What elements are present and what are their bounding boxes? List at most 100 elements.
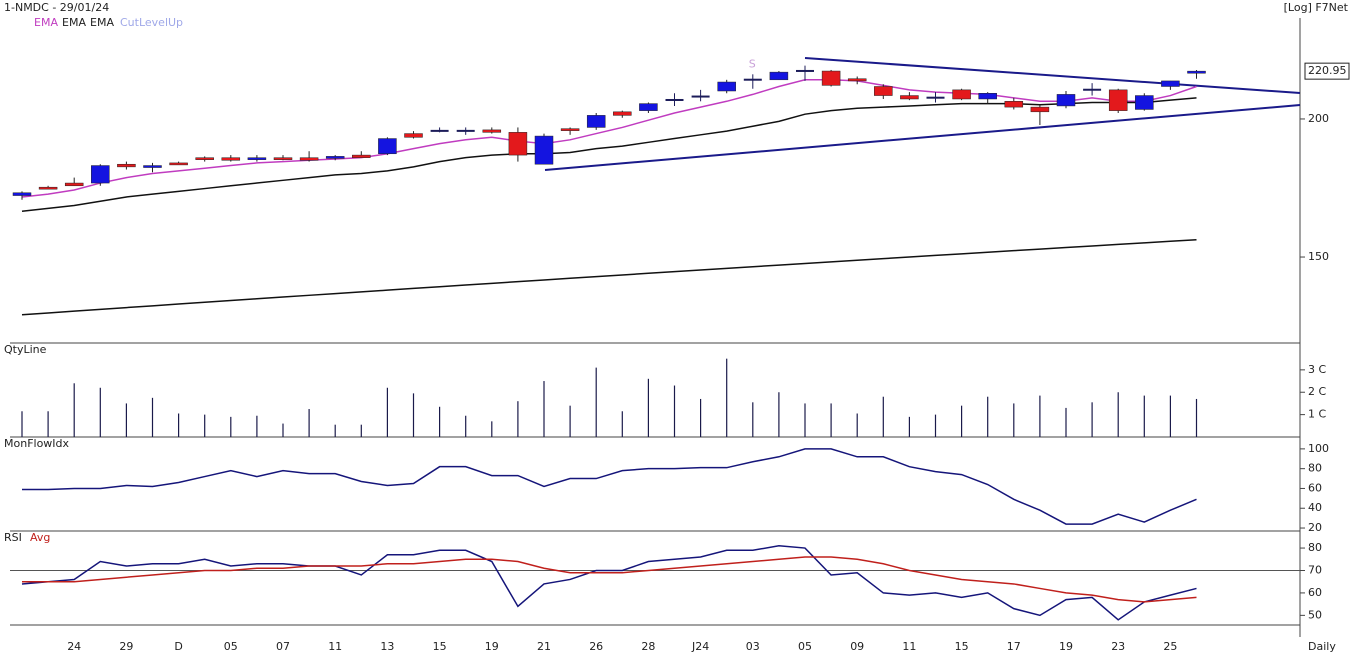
candle-body [952, 89, 971, 100]
x-tick-label: 11 [328, 640, 342, 653]
candle-body [456, 129, 475, 132]
candle-body [717, 81, 736, 92]
legend-entry: EMA [62, 16, 86, 29]
panel-title: QtyLine [4, 343, 47, 356]
candle-body [847, 78, 867, 82]
x-tick-label: 29 [119, 640, 133, 653]
candle-body [1161, 80, 1180, 87]
candle-body [169, 162, 188, 166]
candle-body [508, 132, 528, 156]
candle-body [12, 192, 32, 196]
y-tick-label: 40 [1308, 501, 1322, 514]
y-tick-label: 3 C [1308, 363, 1326, 376]
candle-body [1187, 70, 1206, 74]
candle-body [769, 71, 789, 81]
x-tick-label: 19 [485, 640, 499, 653]
candle-body [534, 135, 554, 165]
y-tick-label: 60 [1308, 481, 1322, 494]
candle-body [221, 157, 241, 161]
x-tick-label: 17 [1007, 640, 1021, 653]
candle-body [430, 129, 449, 132]
candle-body [91, 165, 110, 184]
candle-body [1004, 101, 1024, 108]
candle-body [743, 78, 762, 81]
y-tick-label: 150 [1308, 250, 1329, 263]
y-tick-label: 2 C [1308, 385, 1326, 398]
candle-body [926, 96, 945, 99]
candle-body [38, 186, 58, 190]
candle-body [613, 111, 632, 116]
candle-body [1056, 94, 1076, 107]
indicator-line [21, 545, 1197, 621]
y-tick-label: 60 [1308, 586, 1322, 599]
candle-body [1108, 89, 1128, 111]
trend-line [804, 57, 1301, 94]
x-tick-label: 19 [1059, 640, 1073, 653]
x-tick-label: 24 [67, 640, 81, 653]
candle-body [325, 156, 345, 159]
trend-line [544, 104, 1301, 171]
x-tick-label: 28 [641, 640, 655, 653]
candle-body [1030, 106, 1050, 113]
candle-body [273, 157, 293, 160]
x-tick-label: 05 [798, 640, 812, 653]
candle-body [299, 157, 319, 161]
ema-line [21, 238, 1197, 316]
y-tick-label: 70 [1308, 563, 1322, 576]
candle-body [560, 128, 580, 131]
legend-entry: EMA [34, 16, 58, 29]
candle-body [404, 133, 423, 138]
y-tick-label: 100 [1308, 442, 1329, 455]
x-tick-label: 13 [380, 640, 394, 653]
y-tick-label: 80 [1308, 462, 1322, 475]
x-tick-label: 25 [1163, 640, 1177, 653]
y-tick-label: 200 [1308, 112, 1329, 125]
candle-body [117, 163, 136, 168]
x-tick-label: D [174, 640, 182, 653]
x-tick-label: 05 [224, 640, 238, 653]
legend-entry: EMA [90, 16, 114, 29]
x-tick-label: 11 [902, 640, 916, 653]
candle-body [195, 157, 214, 160]
x-tick-label: 07 [276, 640, 290, 653]
indicator-line [22, 556, 1197, 603]
candle-body [874, 86, 893, 96]
candle-body [900, 95, 919, 100]
x-axis-label: Daily [1308, 640, 1336, 653]
panel-title: Avg [30, 531, 50, 544]
chart-title: 1-NMDC - 29/01/24 [4, 1, 109, 14]
ema-line [21, 97, 1197, 213]
candle-body [1083, 88, 1102, 91]
x-tick-label: 21 [537, 640, 551, 653]
annotation: S [749, 57, 756, 70]
last-price-label: 220.95 [1308, 64, 1347, 77]
candle-body [1135, 95, 1154, 110]
chart-subtitle: [Log] F7Net [1284, 1, 1349, 14]
y-tick-label: 50 [1308, 608, 1322, 621]
x-tick-label: 15 [955, 640, 969, 653]
candle-body [482, 129, 502, 133]
x-tick-label: 26 [589, 640, 603, 653]
candle-body [796, 69, 814, 72]
candle-body [378, 138, 397, 155]
x-tick-label: 23 [1111, 640, 1125, 653]
candle-body [64, 182, 84, 187]
ema-line [21, 79, 1197, 198]
candle-body [691, 95, 710, 98]
candle-body [665, 98, 684, 101]
candle-body [586, 115, 606, 128]
candle-body [639, 103, 658, 111]
x-tick-label: 15 [433, 640, 447, 653]
x-tick-label: 03 [746, 640, 760, 653]
y-tick-label: 80 [1308, 541, 1322, 554]
candle-body [247, 157, 267, 160]
panel-title: RSI [4, 531, 22, 544]
x-tick-label: 09 [850, 640, 864, 653]
candle-body [978, 93, 997, 100]
candle-body [821, 70, 841, 86]
panel-title: MonFlowIdx [4, 437, 70, 450]
candle-body [352, 154, 371, 158]
y-tick-label: 20 [1308, 521, 1322, 534]
x-tick-label: J24 [691, 640, 709, 653]
